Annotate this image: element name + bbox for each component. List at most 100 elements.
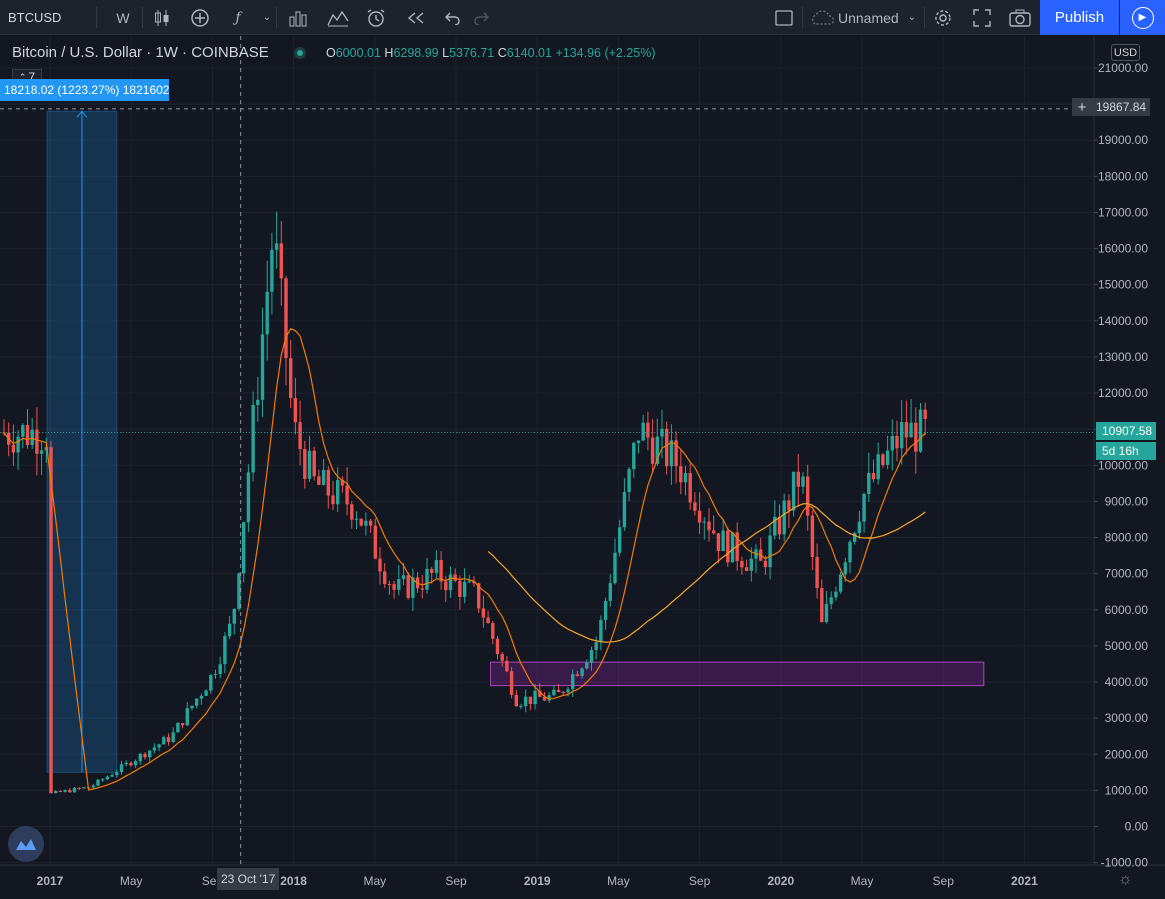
candle-body xyxy=(157,744,161,748)
candle-body xyxy=(782,500,786,535)
templates-icon[interactable] xyxy=(324,0,352,35)
candle-body xyxy=(406,575,410,598)
camera-icon[interactable] xyxy=(1006,0,1034,35)
bar-chart-icon[interactable] xyxy=(284,0,312,35)
measure-arrow-head xyxy=(76,110,88,118)
candle-body xyxy=(209,674,213,691)
alert-clock-icon[interactable] xyxy=(362,0,390,35)
candle-body xyxy=(148,750,152,758)
candle-body xyxy=(256,399,260,406)
candle-body xyxy=(246,472,251,523)
axis-settings-icon[interactable]: ☼ xyxy=(1118,871,1133,888)
candle-body xyxy=(730,532,735,563)
chevron-up-icon: ⌃ xyxy=(18,71,27,82)
candle-body xyxy=(180,723,185,726)
measure-label: 18218.02 (1223.27%) 1821602 xyxy=(0,79,169,101)
x-tick-label: 2017 xyxy=(37,874,64,888)
candle-body xyxy=(293,397,298,423)
candle-body xyxy=(265,291,269,335)
candle-body xyxy=(500,654,504,661)
y-tick-label: 21000.00 xyxy=(1098,61,1148,75)
chevron-down-icon[interactable]: ⌄ xyxy=(262,12,272,23)
replay-icon[interactable] xyxy=(402,0,430,35)
candle-body xyxy=(904,422,909,438)
candle-body xyxy=(768,535,772,568)
candle-body xyxy=(608,583,612,601)
gear-icon[interactable] xyxy=(929,0,957,35)
candle-body xyxy=(227,623,232,637)
candle-body xyxy=(655,436,659,464)
candle-body xyxy=(237,573,241,609)
redo-icon[interactable] xyxy=(470,0,494,35)
candle-body xyxy=(876,454,880,480)
candle-body xyxy=(284,278,288,359)
candle-body xyxy=(824,604,829,623)
cloud-icon[interactable] xyxy=(808,0,836,35)
candle-body xyxy=(472,581,476,584)
candle-body xyxy=(397,579,401,590)
candle-body xyxy=(697,510,702,523)
candle-body xyxy=(110,775,114,777)
candles-icon[interactable] xyxy=(148,0,176,35)
plus-icon[interactable]: + xyxy=(1077,98,1087,116)
candle-body xyxy=(848,541,852,563)
candle-body xyxy=(63,790,67,792)
candle-body xyxy=(580,668,584,676)
interval-button[interactable]: W xyxy=(116,9,130,26)
candle-body xyxy=(726,530,730,563)
top-toolbar: BTCUSD W ƒ ⌄ Unnamed ⌄ xyxy=(0,0,1165,35)
candle-body xyxy=(552,689,556,696)
y-tick-label: 19000.00 xyxy=(1098,133,1148,147)
fullscreen-square-icon[interactable] xyxy=(772,0,796,35)
countdown-label: 5d 16h xyxy=(1096,442,1156,460)
undo-icon[interactable] xyxy=(440,0,464,35)
candle-body xyxy=(853,533,857,542)
candle-body xyxy=(383,571,387,585)
y-tick-label: 3000.00 xyxy=(1105,711,1149,725)
candle-body xyxy=(16,436,20,453)
candle-body xyxy=(312,450,316,477)
candle-body xyxy=(481,608,486,618)
candle-body xyxy=(806,476,810,516)
candle-body xyxy=(133,761,138,766)
publish-button[interactable]: Publish xyxy=(1040,0,1119,35)
candle-body xyxy=(72,787,77,793)
indicators-icon[interactable]: ƒ xyxy=(235,9,241,26)
candle-body xyxy=(688,473,692,503)
candle-body xyxy=(721,530,725,552)
candle-body xyxy=(392,584,396,590)
compare-add-icon[interactable] xyxy=(186,0,214,35)
candle-body xyxy=(44,447,48,451)
play-button[interactable]: ▶ xyxy=(1120,0,1165,35)
chevron-down-icon[interactable]: ⌄ xyxy=(907,12,917,23)
candle-body xyxy=(378,558,382,572)
candle-body xyxy=(674,440,678,467)
x-tick-label: Sep xyxy=(445,874,467,888)
currency-button[interactable]: USD xyxy=(1111,44,1140,61)
x-tick-label: Sep xyxy=(689,874,711,888)
y-tick-label: 14000.00 xyxy=(1098,314,1148,328)
crosshair-price-label: + 19867.84 xyxy=(1072,98,1151,116)
fullscreen-icon[interactable] xyxy=(968,0,996,35)
x-tick-label: 2018 xyxy=(280,874,307,888)
x-tick-label: 2020 xyxy=(767,874,794,888)
candle-body xyxy=(143,753,147,758)
candle-body xyxy=(744,567,749,571)
symbol-search-button[interactable]: BTCUSD xyxy=(8,10,62,25)
y-tick-label: -1000.00 xyxy=(1101,856,1149,870)
crosshair-date-label: 23 Oct '17 xyxy=(217,868,280,890)
candle-body xyxy=(171,732,175,742)
candle-body xyxy=(39,450,44,454)
candle-body xyxy=(321,469,326,485)
layout-name[interactable]: Unnamed xyxy=(838,9,899,26)
toolbar-divider xyxy=(924,7,925,28)
candle-body xyxy=(223,636,227,665)
candle-body xyxy=(373,525,377,559)
candle-body xyxy=(115,771,119,776)
candle-body xyxy=(124,762,128,765)
tradingview-logo-icon[interactable] xyxy=(8,826,44,862)
candle-body xyxy=(519,705,523,707)
y-tick-label: 16000.00 xyxy=(1098,242,1148,256)
candle-body xyxy=(444,581,448,591)
